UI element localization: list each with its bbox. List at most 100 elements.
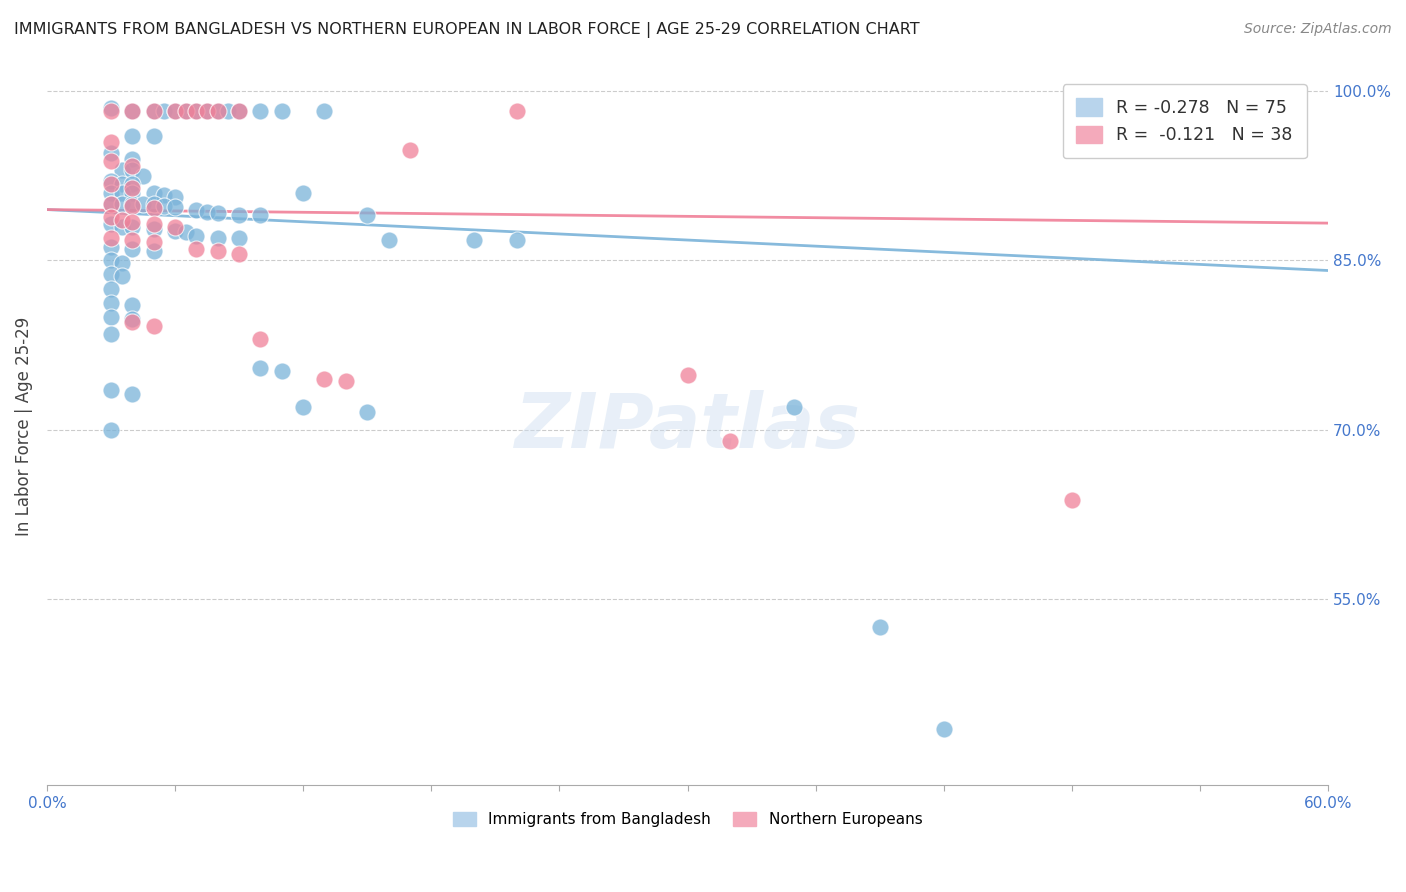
Point [163,224,186,238]
Point [174,104,197,119]
Point [195,104,218,119]
Point [121,312,143,326]
Point [1060,492,1083,507]
Point [100,197,122,211]
Point [142,129,165,144]
Point [314,104,336,119]
Point [121,242,143,256]
Point [100,267,122,281]
Point [100,231,122,245]
Point [121,163,143,178]
Text: Source: ZipAtlas.com: Source: ZipAtlas.com [1244,22,1392,37]
Y-axis label: In Labor Force | Age 25-29: In Labor Force | Age 25-29 [15,318,32,536]
Point [153,199,176,213]
Point [121,104,143,119]
Point [399,143,422,157]
Point [505,104,527,119]
Point [142,221,165,235]
Point [249,360,271,375]
Point [111,212,134,227]
Point [100,383,122,397]
Point [505,233,527,247]
Point [100,310,122,324]
Point [207,231,229,245]
Point [195,204,218,219]
Point [121,186,143,200]
Point [163,219,186,234]
Point [163,190,186,204]
Point [100,186,122,200]
Point [111,177,134,191]
Point [100,101,122,115]
Point [132,169,155,183]
Point [100,423,122,437]
Point [121,315,143,329]
Point [121,219,143,234]
Point [111,255,134,269]
Point [174,104,197,119]
Point [142,202,165,216]
Point [121,298,143,312]
Point [186,242,208,256]
Point [121,199,143,213]
Point [228,231,250,245]
Point [111,197,134,211]
Point [292,186,315,200]
Point [100,104,122,119]
Point [718,434,741,448]
Point [100,197,122,211]
Point [142,318,165,333]
Point [228,246,250,260]
Point [186,104,208,119]
Point [111,269,134,284]
Point [153,188,176,202]
Text: ZIPatlas: ZIPatlas [515,390,860,464]
Point [270,104,292,119]
Point [100,217,122,231]
Point [676,368,699,383]
Point [100,146,122,161]
Point [195,104,218,119]
Point [132,197,155,211]
Point [356,208,378,222]
Point [335,374,357,388]
Point [186,228,208,243]
Point [142,104,165,119]
Point [463,233,485,247]
Point [228,208,250,222]
Point [100,240,122,254]
Point [142,217,165,231]
Point [100,296,122,310]
Point [121,215,143,229]
Point [163,104,186,119]
Point [869,620,891,634]
Point [186,104,208,119]
Point [783,400,806,414]
Point [186,202,208,217]
Point [111,219,134,234]
Point [249,104,271,119]
Point [207,104,229,119]
Point [121,197,143,211]
Point [163,200,186,214]
Point [121,181,143,195]
Point [174,225,197,239]
Point [932,722,955,736]
Point [377,233,399,247]
Point [207,206,229,220]
Legend: Immigrants from Bangladesh, Northern Europeans: Immigrants from Bangladesh, Northern Eur… [446,805,929,835]
Point [270,364,292,378]
Point [249,208,271,222]
Point [142,197,165,211]
Point [292,400,315,414]
Point [121,104,143,119]
Point [121,152,143,166]
Point [153,104,176,119]
Point [111,186,134,200]
Point [142,104,165,119]
Point [100,174,122,188]
Point [100,282,122,296]
Point [111,163,134,178]
Point [142,186,165,200]
Point [100,211,122,225]
